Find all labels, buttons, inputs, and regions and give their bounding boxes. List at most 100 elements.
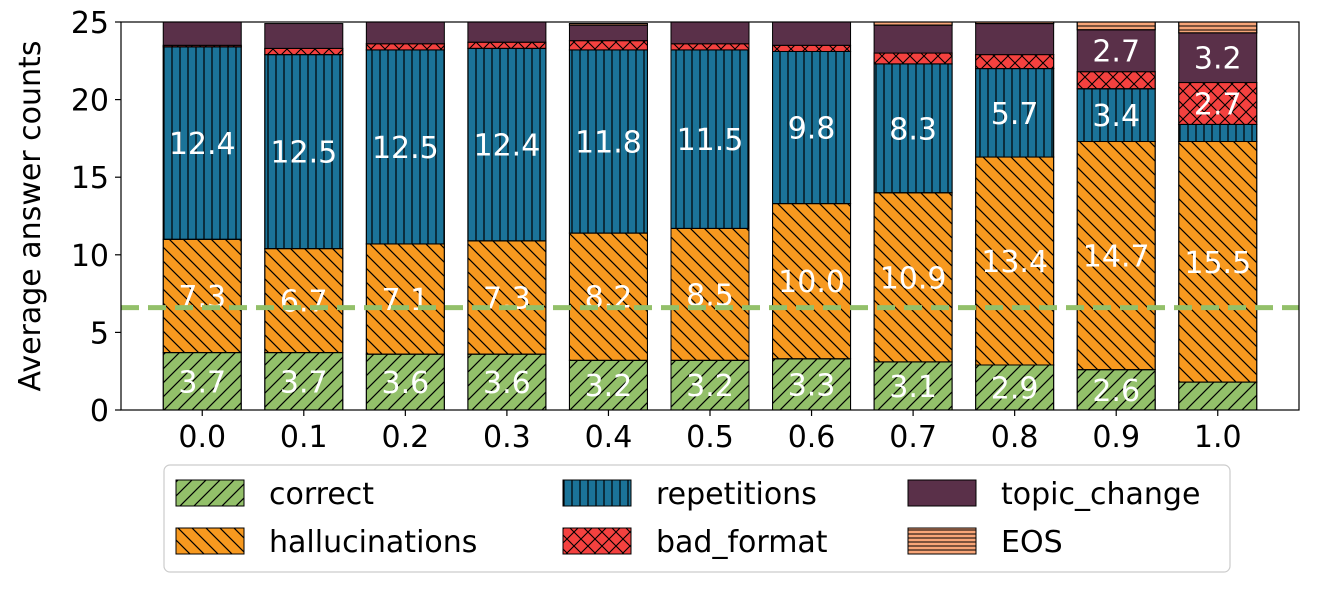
y-axis-title: Average answer counts xyxy=(13,41,48,392)
bar-hatch-repetitions-0.3 xyxy=(467,47,547,242)
legend-label-bad_format: bad_format xyxy=(656,525,828,560)
data-label-hallucinations-0.7: 10.9 xyxy=(880,261,947,296)
bar-hatch-bad_format-0.5 xyxy=(670,43,750,51)
bar-hatch-bad_format-0.1 xyxy=(264,47,344,56)
bar-hatch-hallucinations-0.6 xyxy=(772,203,852,360)
bar-hatch-correct-0.5 xyxy=(670,359,750,411)
y-tick-label-25: 25 xyxy=(71,6,109,41)
bar-hatch-EOS-0.4 xyxy=(568,23,648,26)
data-label-correct-0.8: 2.9 xyxy=(991,371,1039,406)
data-label-correct-0.7: 3.1 xyxy=(889,370,937,405)
bar-hatch-hallucinations-0.4 xyxy=(568,232,648,361)
data-label-correct-0.6: 3.3 xyxy=(788,368,836,403)
bar-hatch-repetitions-0.7 xyxy=(873,63,953,194)
data-label-hallucinations-0.6: 10.0 xyxy=(778,265,845,300)
x-tick-label-0.7: 0.7 xyxy=(889,420,937,455)
data-label-correct-0.0: 3.7 xyxy=(178,365,226,400)
bar-hatch-repetitions-0.8 xyxy=(975,68,1055,158)
bar-topic_change-0.1 xyxy=(264,23,344,49)
data-label-repetitions-0.1: 12.5 xyxy=(270,136,337,171)
bar-hatch-repetitions-0.2 xyxy=(365,49,445,245)
data-label-hallucinations-0.2: 7.1 xyxy=(381,283,429,318)
data-label-hallucinations-1.0: 15.5 xyxy=(1184,246,1251,281)
data-label-repetitions-0.7: 8.3 xyxy=(889,112,937,147)
data-label-hallucinations-0.8: 13.4 xyxy=(981,245,1048,280)
data-label-correct-0.9: 2.6 xyxy=(1092,374,1140,409)
bar-hatch-hallucinations-0.1 xyxy=(264,248,344,354)
x-tick-label-0.6: 0.6 xyxy=(788,420,836,455)
data-label-correct-0.1: 3.7 xyxy=(280,365,328,400)
x-axis: 0.0 0.1 0.2 0.3 0.4 0.5 0.6 0.7 0.8 0.9 1.0 xyxy=(178,410,1242,455)
y-tick-label-15: 15 xyxy=(71,161,109,196)
legend-swatch-hatch-EOS xyxy=(907,527,977,555)
x-tick-label-0.5: 0.5 xyxy=(686,420,734,455)
legend: correct hallucinations repetitions bad_form… xyxy=(163,464,1231,573)
data-label-hallucinations-0.3: 7.3 xyxy=(483,281,531,316)
data-label-repetitions-0.5: 11.5 xyxy=(677,123,744,158)
bar-topic_change-1.0 xyxy=(1178,32,1258,84)
data-label-repetitions-0.9: 3.4 xyxy=(1092,99,1140,134)
bar-hatch-hallucinations-0.0 xyxy=(162,238,242,354)
bar-hatch-repetitions-0.0 xyxy=(162,46,242,240)
legend-label-hallucinations: hallucinations xyxy=(269,525,477,560)
legend-swatch-hatch-hallucinations xyxy=(175,527,245,555)
plot-area: 3.77.312.43.76.712.53.67.112.53.67.312.4… xyxy=(120,21,1300,411)
bar-hatch-bad_format-0.6 xyxy=(772,44,852,52)
bar-topic_change-0.4 xyxy=(568,24,648,42)
bar-hatch-hallucinations-0.9 xyxy=(1076,141,1156,371)
legend-label-repetitions: repetitions xyxy=(656,477,817,512)
data-label-bad_format-1.0: 2.7 xyxy=(1194,87,1242,122)
x-tick-label-0.9: 0.9 xyxy=(1092,420,1140,455)
data-label-hallucinations-0.4: 8.2 xyxy=(585,281,633,316)
x-tick-label-1.0: 1.0 xyxy=(1194,420,1242,455)
data-label-repetitions-0.2: 12.5 xyxy=(372,131,439,166)
bar-topic_change-0.3 xyxy=(467,21,547,43)
bar-hatch-repetitions-1.0 xyxy=(1178,123,1258,143)
bar-hatch-bad_format-0.4 xyxy=(568,40,648,51)
data-label-repetitions-0.8: 5.7 xyxy=(991,97,1039,132)
data-label-topic_change-1.0: 3.2 xyxy=(1194,42,1242,77)
data-label-hallucinations-0.9: 14.7 xyxy=(1083,240,1150,275)
x-tick-label-0.0: 0.0 xyxy=(178,420,226,455)
legend-swatch-hatch-bad_format xyxy=(562,527,632,555)
bar-hatch-bad_format-0.3 xyxy=(467,41,547,49)
bar-hatch-repetitions-0.6 xyxy=(772,50,852,205)
data-label-repetitions-0.6: 9.8 xyxy=(788,112,836,147)
bar-hatch-correct-0.9 xyxy=(1076,369,1156,411)
bar-topic_change-0.2 xyxy=(365,21,445,45)
data-label-repetitions-0.4: 11.8 xyxy=(575,126,642,161)
data-label-correct-0.4: 3.2 xyxy=(585,369,633,404)
x-tick-label-0.3: 0.3 xyxy=(483,420,531,455)
bar-hatch-bad_format-0.9 xyxy=(1076,71,1156,90)
x-tick-label-0.1: 0.1 xyxy=(280,420,328,455)
legend-swatch-hatch-correct xyxy=(175,479,245,507)
bar-hatch-bad_format-0.8 xyxy=(975,54,1055,70)
y-tick-label-5: 5 xyxy=(90,316,109,351)
bar-hatch-repetitions-0.5 xyxy=(670,49,750,229)
bar-hatch-hallucinations-1.0 xyxy=(1178,141,1258,383)
data-label-repetitions-0.0: 12.4 xyxy=(169,127,236,162)
bar-hatch-correct-0.6 xyxy=(772,358,852,411)
legend-label-topic_change: topic_change xyxy=(1001,477,1200,512)
bar-hatch-bad_format-0.2 xyxy=(365,43,445,51)
legend-swatch-hatch-repetitions xyxy=(562,479,632,507)
y-axis: 0 5 10 15 20 25 xyxy=(71,6,121,429)
bar-hatch-correct-0.8 xyxy=(975,364,1055,411)
legend-label-EOS: EOS xyxy=(1001,525,1063,560)
bar-hatch-correct-0.3 xyxy=(467,353,547,411)
data-label-correct-0.3: 3.6 xyxy=(483,366,531,401)
bar-topic_change-0.7 xyxy=(873,24,953,54)
bar-topic_change-0.5 xyxy=(670,21,750,45)
bar-hatch-bad_format-0.7 xyxy=(873,52,953,65)
x-tick-label-0.2: 0.2 xyxy=(381,420,429,455)
bar-hatch-EOS-0.9 xyxy=(1076,21,1156,31)
y-tick-label-20: 20 xyxy=(71,84,109,119)
y-tick-label-10: 10 xyxy=(71,239,109,274)
y-tick-label-0: 0 xyxy=(90,394,109,429)
data-label-correct-0.5: 3.2 xyxy=(686,369,734,404)
bar-topic_change-0.8 xyxy=(975,23,1055,56)
data-label-hallucinations-0.1: 6.7 xyxy=(280,285,328,320)
bar-hatch-repetitions-0.1 xyxy=(264,54,344,250)
bar-hatch-correct-0.7 xyxy=(873,361,953,411)
